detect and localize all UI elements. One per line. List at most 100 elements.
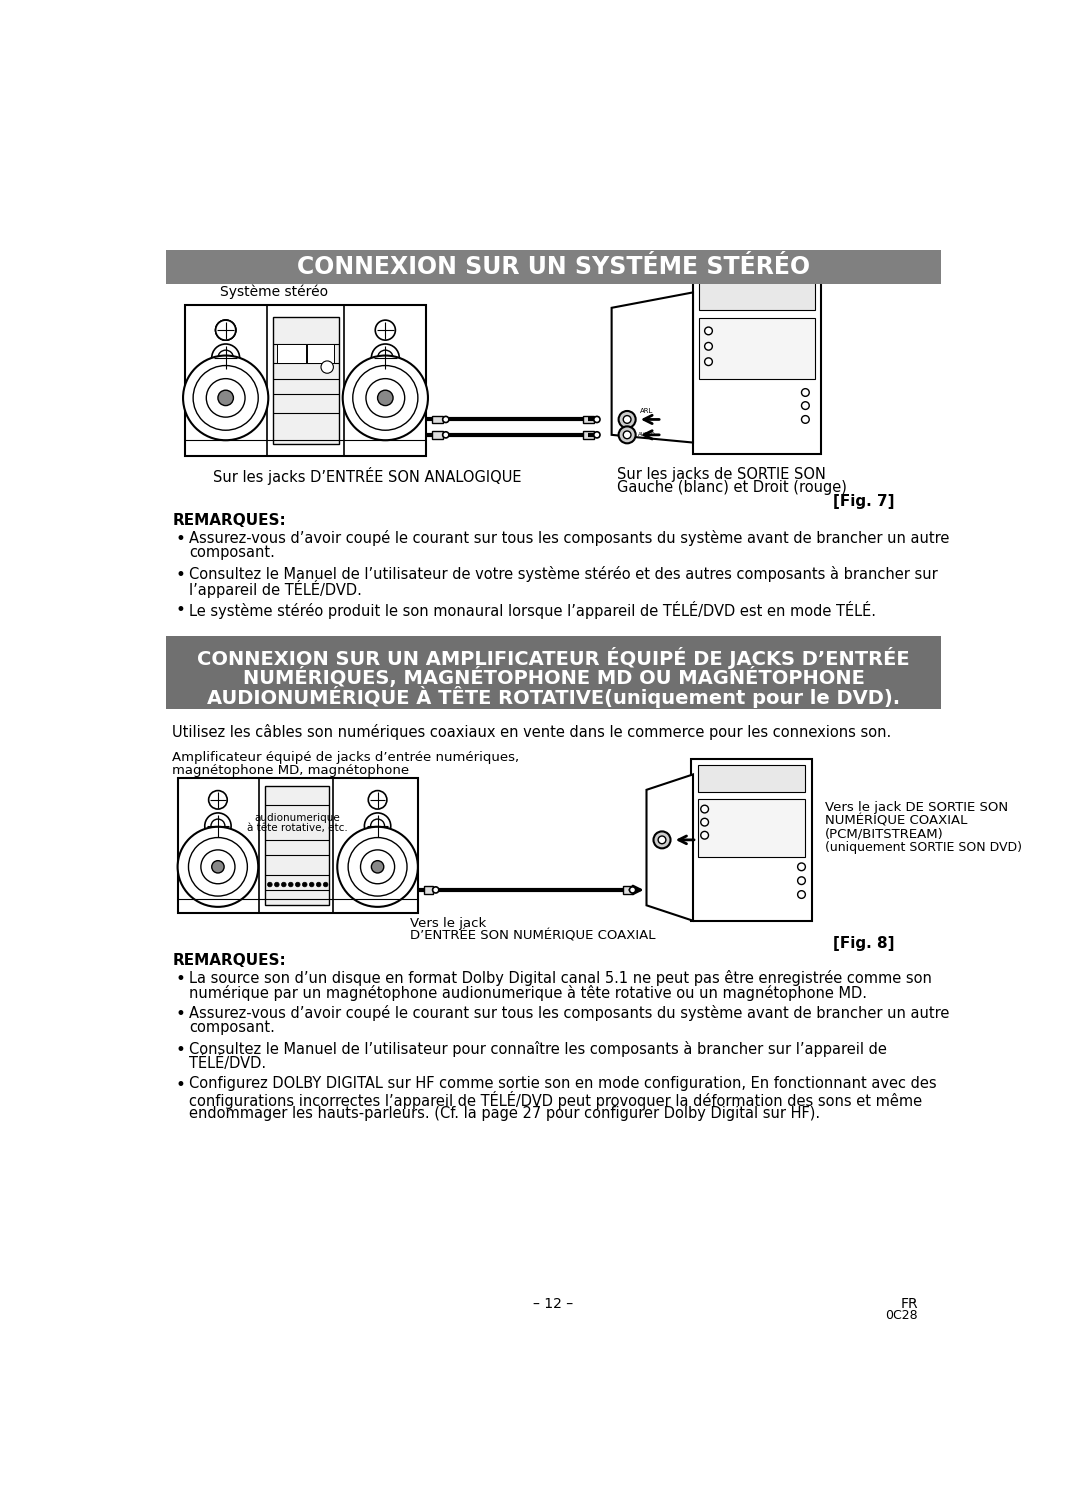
Circle shape (323, 882, 328, 886)
Circle shape (189, 837, 247, 897)
Text: •: • (175, 1077, 185, 1094)
Bar (177, 778, 418, 913)
Circle shape (798, 862, 806, 871)
Circle shape (370, 819, 384, 833)
Circle shape (701, 806, 708, 813)
Circle shape (801, 401, 809, 409)
Bar (583, 415, 594, 424)
Circle shape (193, 366, 258, 430)
Text: [Fig. 7]: [Fig. 7] (833, 494, 894, 509)
Circle shape (704, 358, 713, 366)
Circle shape (361, 851, 394, 883)
Circle shape (206, 379, 245, 418)
Circle shape (378, 390, 393, 406)
Text: •: • (175, 1005, 185, 1023)
Text: La source son d’un disque en format Dolby Digital canal 5.1 ne peut pas être enr: La source son d’un disque en format Dolb… (189, 970, 932, 986)
Circle shape (216, 320, 235, 341)
Circle shape (177, 827, 258, 907)
Circle shape (208, 791, 227, 809)
Circle shape (619, 427, 636, 443)
Text: Assurez-vous d’avoir coupé le courant sur tous les composants du système avant d: Assurez-vous d’avoir coupé le courant su… (189, 1005, 949, 1022)
Text: AUDIO: AUDIO (637, 433, 656, 437)
Text: numérique par un magnétophone audionumerique à tête rotative ou un magnétophone : numérique par un magnétophone audionumer… (189, 984, 867, 1001)
Bar (698, 766, 806, 793)
Circle shape (372, 343, 400, 372)
Bar (432, 415, 443, 424)
Circle shape (316, 882, 321, 886)
Circle shape (623, 431, 631, 439)
Circle shape (594, 416, 600, 422)
Text: •: • (175, 1041, 185, 1059)
Text: Système stéréo: Système stéréo (220, 286, 328, 299)
Text: Vers le jack DE SORTIE SON: Vers le jack DE SORTIE SON (825, 801, 1008, 815)
Circle shape (268, 882, 272, 886)
Text: ARL: ARL (639, 409, 653, 415)
Text: •: • (175, 601, 185, 619)
Circle shape (216, 320, 235, 341)
Text: audionumerique: audionumerique (254, 813, 340, 822)
Text: •: • (175, 565, 185, 584)
Circle shape (212, 343, 240, 372)
Bar (698, 799, 806, 857)
Circle shape (378, 349, 393, 366)
Bar (424, 886, 433, 894)
Circle shape (353, 366, 418, 430)
Text: NUMÉRIQUE COAXIAL: NUMÉRIQUE COAXIAL (825, 815, 967, 827)
Text: CONNEXION SUR UN AMPLIFICATEUR ÉQUIPÉ DE JACKS D’ENTRÉE: CONNEXION SUR UN AMPLIFICATEUR ÉQUIPÉ DE… (198, 647, 909, 669)
Circle shape (704, 327, 713, 335)
Polygon shape (647, 775, 693, 920)
Text: composant.: composant. (189, 1020, 275, 1035)
Bar (307, 343, 334, 363)
Circle shape (302, 882, 307, 886)
Circle shape (433, 886, 438, 894)
Circle shape (630, 886, 636, 894)
Text: endommager les hauts-parleurs. (Cf. la page 27 pour configurer Dolby Digital sur: endommager les hauts-parleurs. (Cf. la p… (189, 1105, 821, 1121)
Circle shape (183, 355, 268, 440)
Circle shape (274, 882, 279, 886)
Circle shape (372, 861, 383, 873)
Text: configurations incorrectes l’appareil de TÉLÉ/DVD peut provoquer la déformation : configurations incorrectes l’appareil de… (189, 1091, 922, 1109)
Text: composant.: composant. (189, 544, 275, 561)
Bar (186, 305, 426, 455)
Polygon shape (611, 293, 693, 443)
Text: Sur les jacks D’ENTRÉE SON ANALOGIQUE: Sur les jacks D’ENTRÉE SON ANALOGIQUE (213, 467, 522, 485)
Bar (699, 318, 814, 379)
Text: à tête rotative, etc.: à tête rotative, etc. (246, 822, 348, 833)
Bar (266, 787, 328, 906)
Text: REMARQUES:: REMARQUES: (172, 513, 286, 528)
Text: Amplificateur équipé de jacks d’entrée numériques,: Amplificateur équipé de jacks d’entrée n… (172, 751, 519, 764)
Circle shape (337, 827, 418, 907)
Text: Utilisez les câbles son numériques coaxiaux en vente dans le commerce pour les c: Utilisez les câbles son numériques coaxi… (172, 724, 891, 741)
Circle shape (364, 813, 391, 839)
Text: CONNEXION SUR UN SYSTÉME STÉRÉO: CONNEXION SUR UN SYSTÉME STÉRÉO (297, 254, 810, 280)
Circle shape (801, 415, 809, 424)
Circle shape (443, 416, 449, 422)
Circle shape (594, 431, 600, 439)
Text: Consultez le Manuel de l’utilisateur pour connaître les composants à brancher su: Consultez le Manuel de l’utilisateur pou… (189, 1041, 887, 1057)
Circle shape (619, 410, 636, 428)
Circle shape (288, 882, 293, 886)
Text: 0C28: 0C28 (886, 1309, 918, 1322)
Circle shape (218, 349, 233, 366)
Circle shape (211, 819, 225, 833)
Text: Assurez-vous d’avoir coupé le courant sur tous les composants du système avant d: Assurez-vous d’avoir coupé le courant su… (189, 531, 949, 546)
Circle shape (701, 818, 708, 825)
Circle shape (218, 390, 233, 406)
Text: •: • (175, 970, 185, 987)
Text: (PCM/BITSTREAM): (PCM/BITSTREAM) (825, 828, 944, 840)
Text: Vers le jack: Vers le jack (410, 917, 486, 929)
Text: D’ENTRÉE SON NUMÉRIQUE COAXIAL: D’ENTRÉE SON NUMÉRIQUE COAXIAL (410, 929, 656, 943)
Circle shape (701, 831, 708, 839)
Circle shape (201, 851, 235, 883)
Circle shape (798, 891, 806, 898)
Circle shape (704, 342, 713, 349)
Bar (432, 431, 443, 439)
Text: REMARQUES:: REMARQUES: (172, 953, 286, 968)
Circle shape (366, 379, 405, 418)
Text: AUDIONUМÉRIQUE À TÊTE ROTATIVE(uniquement pour le DVD).: AUDIONUМÉRIQUE À TÊTE ROTATIVE(uniquemen… (207, 686, 900, 708)
Circle shape (342, 355, 428, 440)
Text: (uniquement SORTIE SON DVD): (uniquement SORTIE SON DVD) (825, 840, 1022, 854)
Circle shape (309, 882, 314, 886)
Bar (693, 274, 821, 454)
Text: [Fig. 8]: [Fig. 8] (833, 937, 894, 952)
